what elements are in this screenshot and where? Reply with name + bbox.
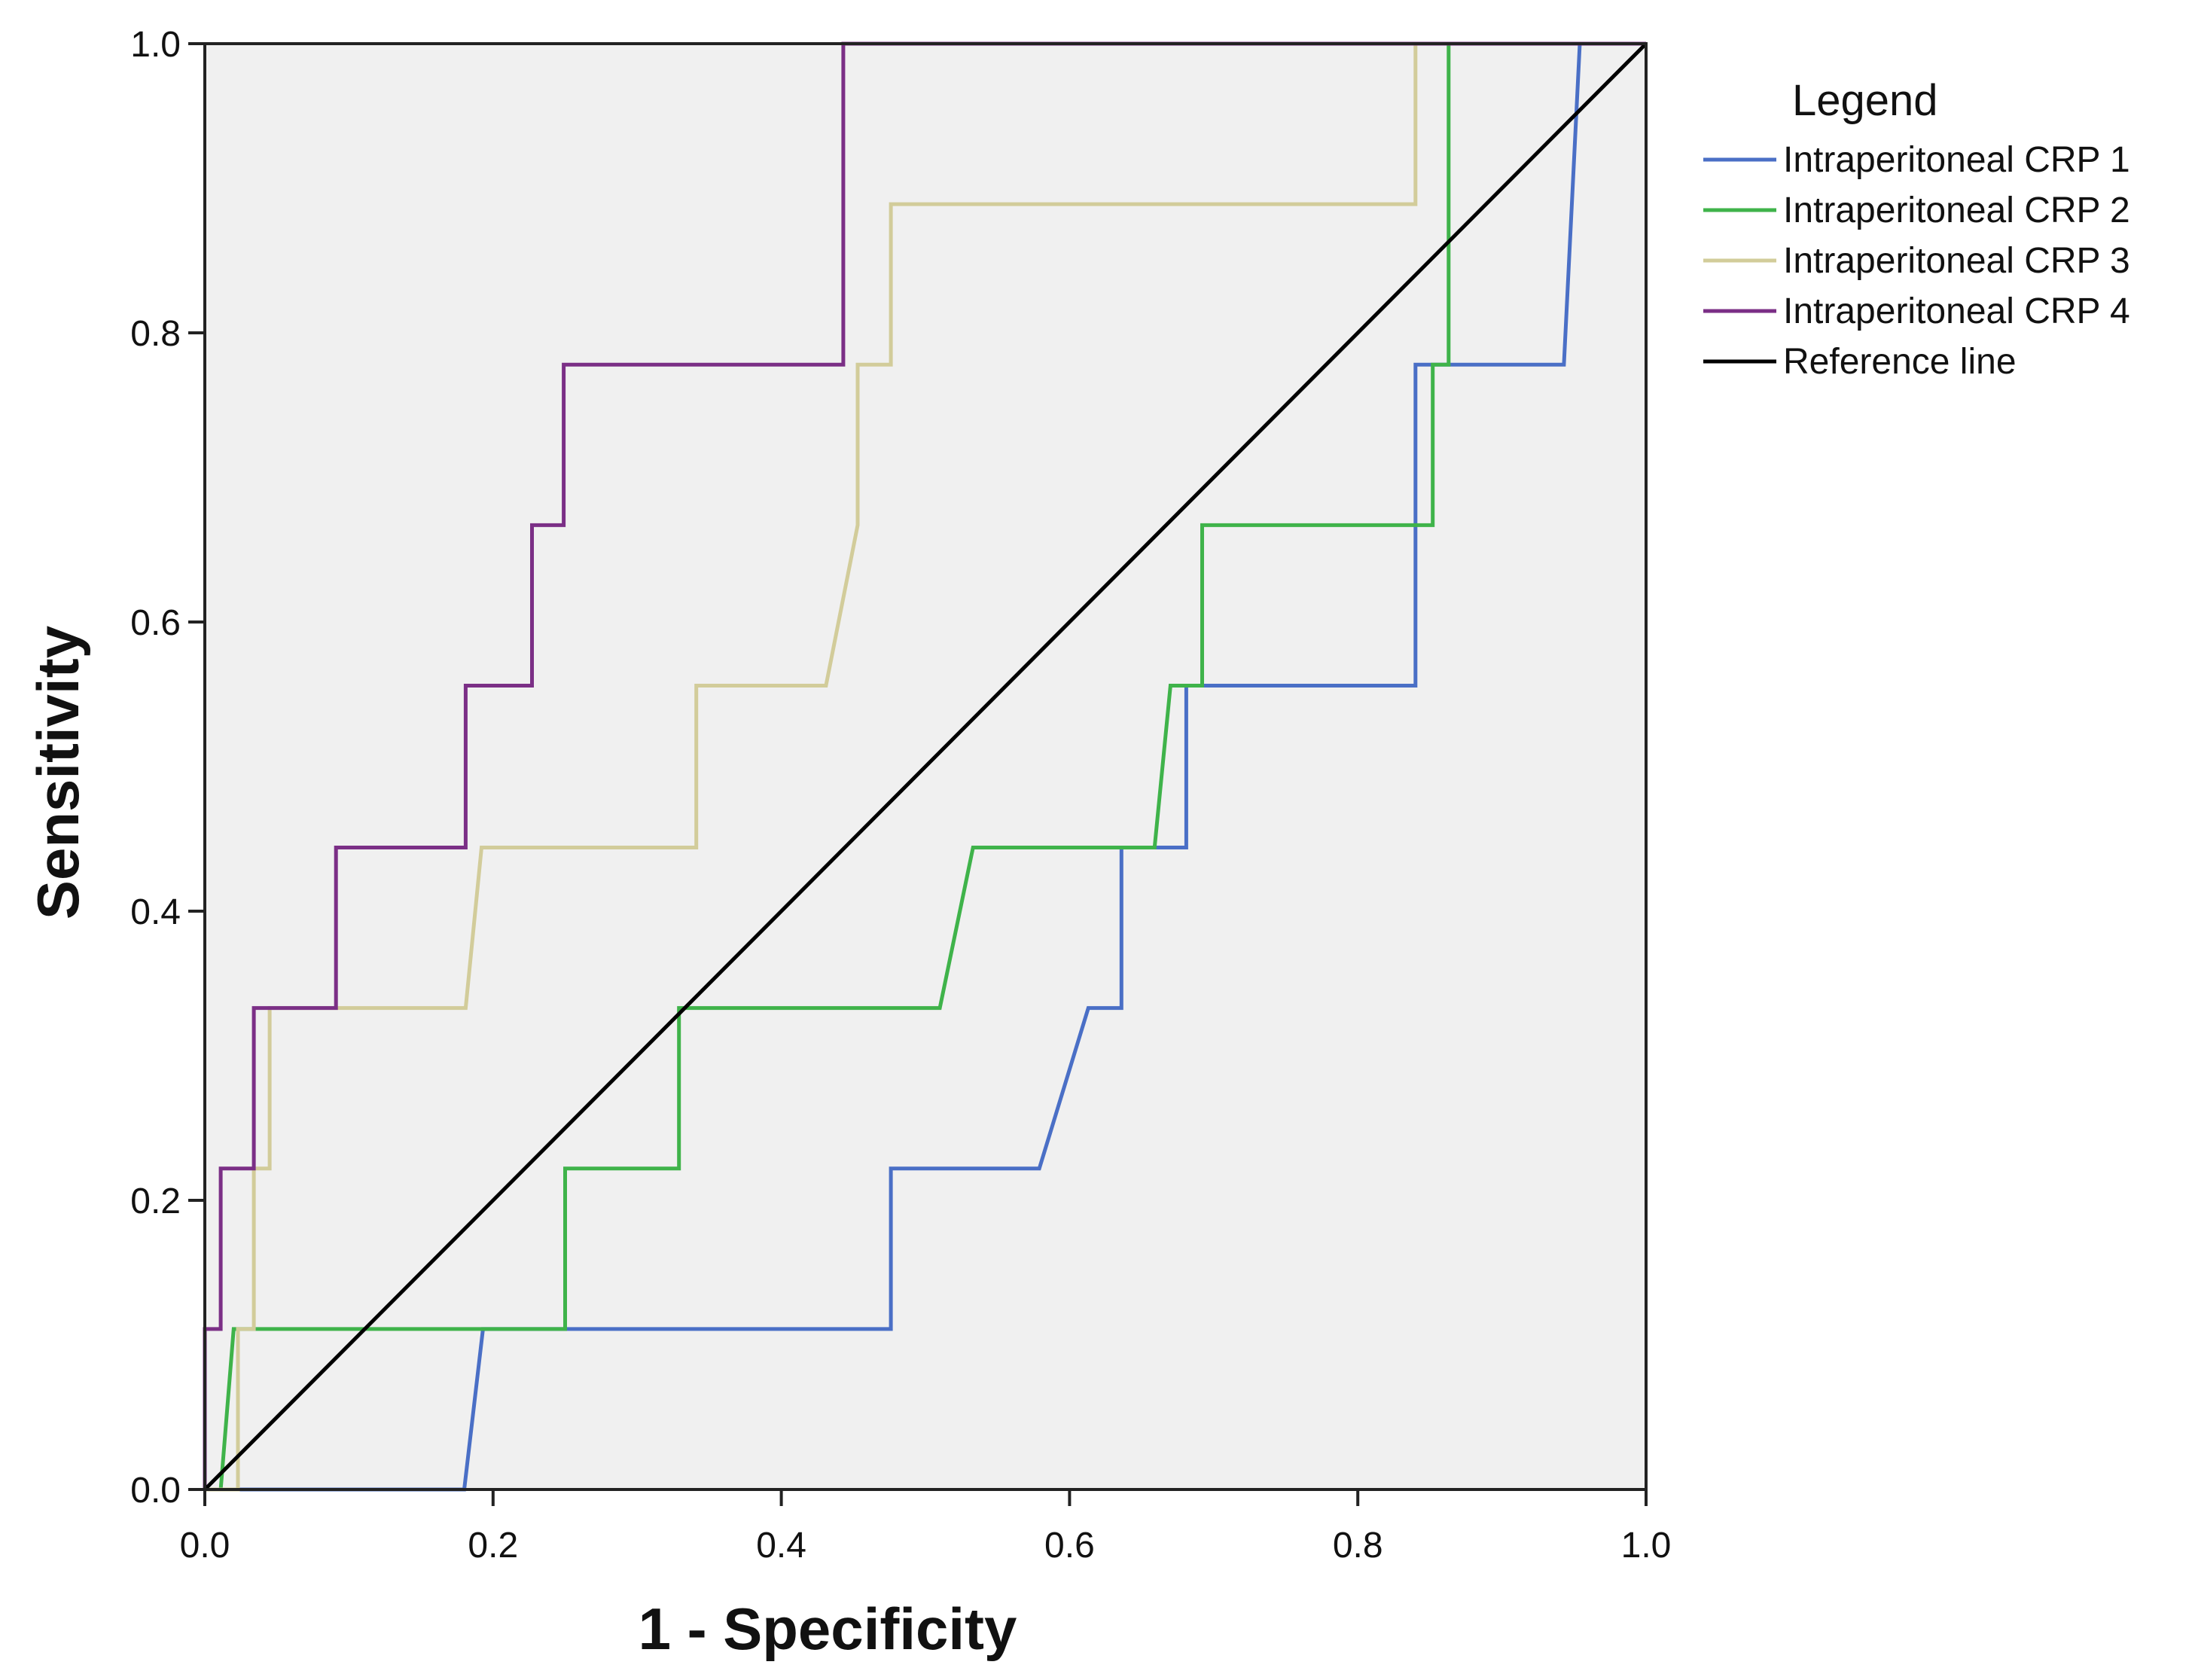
x-axis-title: 1 - Specificity xyxy=(639,1596,1017,1662)
y-tick-label: 0.8 xyxy=(130,314,181,354)
y-axis-title: Sensitivity xyxy=(25,626,91,919)
y-tick-label: 1.0 xyxy=(130,25,181,65)
legend: Legend Intraperitoneal CRP 1 Intraperiton… xyxy=(1703,76,2130,382)
x-tick-label: 0.8 xyxy=(1333,1526,1383,1566)
x-tick-label: 0.6 xyxy=(1044,1526,1095,1566)
x-tick-label: 1.0 xyxy=(1621,1526,1672,1566)
x-axis-ticks: 0.0 0.2 0.4 0.6 0.8 1.0 xyxy=(180,1489,1672,1566)
series-layer xyxy=(203,41,1648,1492)
y-tick-label: 0.6 xyxy=(130,603,181,643)
x-tick-label: 0.4 xyxy=(756,1526,806,1566)
legend-label-intraperitoneal-crp-3: Intraperitoneal CRP 3 xyxy=(1783,241,2130,281)
y-tick-label: 0.4 xyxy=(130,892,181,932)
y-axis-ticks: 0.0 0.2 0.4 0.6 0.8 1.0 xyxy=(130,25,205,1511)
series-line-intraperitoneal-crp-4 xyxy=(203,41,1646,1489)
plot-frame xyxy=(203,42,1648,1491)
legend-title: Legend xyxy=(1792,76,1938,125)
series-line-intraperitoneal-crp-1 xyxy=(205,43,1582,1492)
legend-label-intraperitoneal-crp-1: Intraperitoneal CRP 1 xyxy=(1783,140,2130,180)
series-line-intraperitoneal-crp-3 xyxy=(205,41,1646,1492)
legend-label-intraperitoneal-crp-2: Intraperitoneal CRP 2 xyxy=(1783,191,2130,230)
x-tick-label: 0.2 xyxy=(468,1526,518,1566)
series-line-reference-line xyxy=(203,42,1648,1491)
y-tick-label: 0.0 xyxy=(130,1471,181,1511)
legend-label-reference-line: Reference line xyxy=(1783,342,2017,382)
series-line-intraperitoneal-crp-2 xyxy=(205,44,1451,1492)
legend-label-intraperitoneal-crp-4: Intraperitoneal CRP 4 xyxy=(1783,291,2130,331)
y-tick-label: 0.2 xyxy=(130,1181,181,1221)
x-tick-label: 0.0 xyxy=(180,1526,230,1566)
